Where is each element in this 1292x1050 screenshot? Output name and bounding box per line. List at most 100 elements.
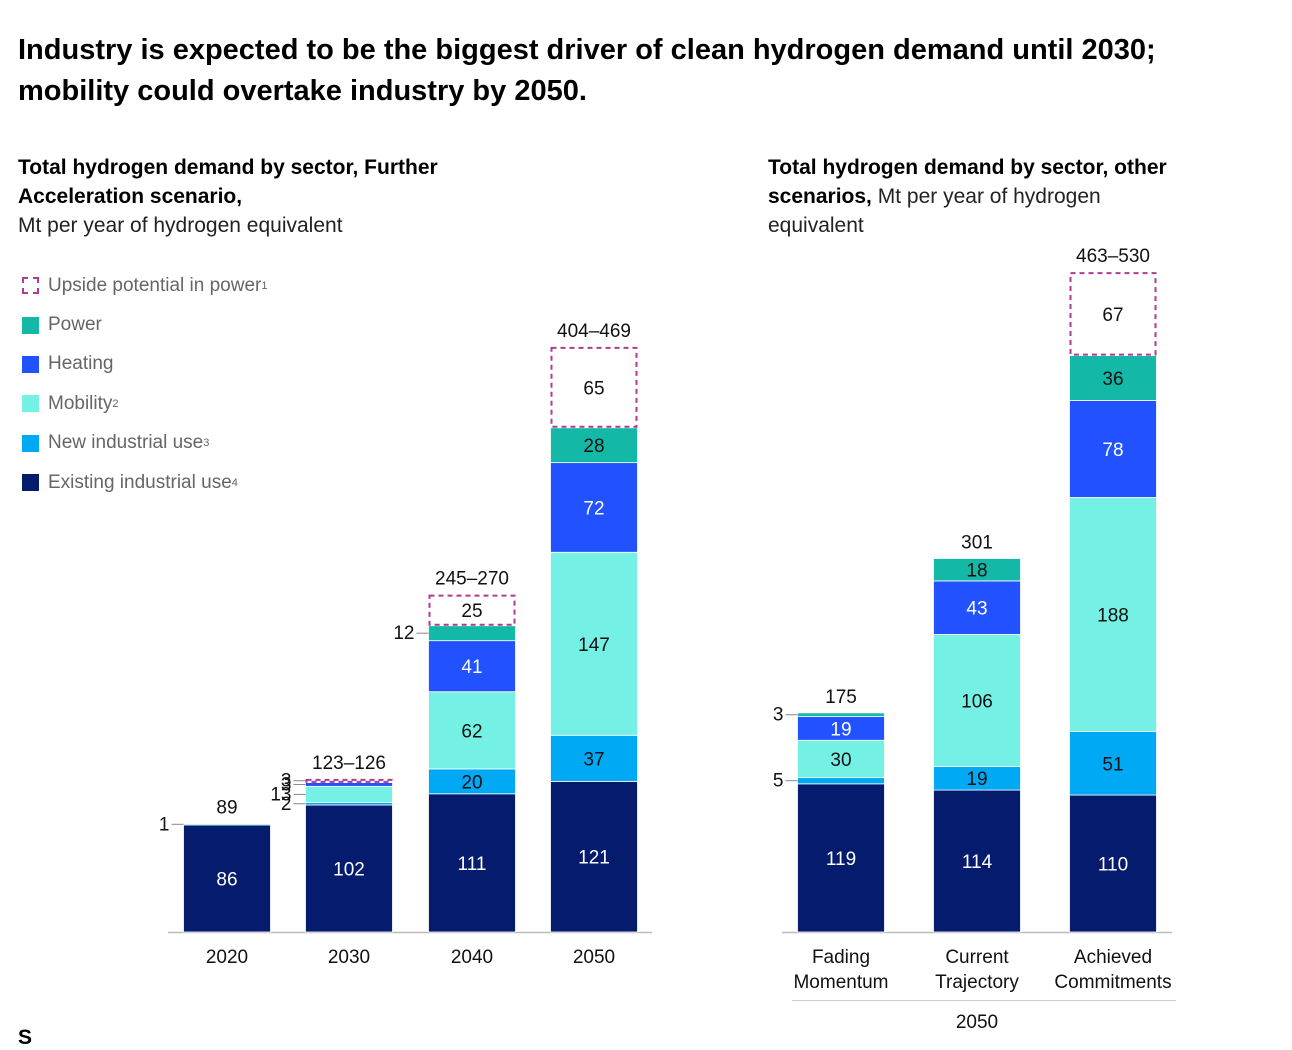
segment-value-label: 188 [1097, 606, 1129, 627]
legend-swatch [22, 277, 39, 295]
segment-value-label: 121 [578, 848, 610, 869]
legend-item-power: Power [22, 305, 267, 344]
bar-segment-new-industrial [797, 777, 885, 785]
segment-value-label: 18 [966, 561, 987, 582]
x-tick-label: Current [945, 947, 1009, 968]
bar-segment-existing-industrial [1069, 794, 1157, 933]
bar-segment-power [550, 427, 638, 464]
segment-value-label: 51 [1102, 754, 1123, 775]
bar-total-label: 301 [961, 533, 993, 554]
left-subtitle-bold: Total hydrogen demand by sector, Further… [18, 156, 438, 208]
bar-segment-mobility [1069, 497, 1157, 732]
segment-value-label: 36 [1102, 369, 1123, 390]
x-tick-label: 2020 [206, 947, 248, 968]
x-tick-label: 2030 [328, 947, 370, 968]
segment-value-label: 25 [461, 601, 482, 622]
segment-value-label: 119 [826, 849, 856, 870]
bar-segment-heating [550, 462, 638, 553]
legend-swatch [22, 355, 39, 373]
chart-title: Industry is expected to be the biggest d… [18, 34, 1156, 107]
bar-segment-new-industrial [1069, 731, 1157, 796]
bar-segment-heating [933, 580, 1021, 635]
bar-total-label: 123–126 [312, 753, 386, 774]
legend: Upside potential in power 1 Power Heating Mo… [22, 266, 267, 502]
bar-segment-existing-industrial [305, 804, 393, 933]
segment-value-label: 37 [583, 749, 604, 770]
bar-total-label: 89 [216, 798, 237, 819]
bar-total-label: 175 [825, 687, 857, 708]
x-tick-label: Trajectory [935, 972, 1019, 993]
bar-segment-upside [1069, 272, 1157, 356]
legend-footnote: 2 [112, 397, 119, 410]
legend-label: Heating [48, 353, 114, 375]
legend-label: Power [48, 314, 102, 336]
bar-segment-new-industrial [428, 768, 516, 795]
bar-segment-heating [428, 640, 516, 693]
group-label: 2050 [956, 1012, 998, 1033]
bar-segment-upside [305, 778, 393, 783]
bar-total-label: 463–530 [1076, 246, 1150, 267]
footer-source-partial: S [18, 1026, 33, 1049]
right-subtitle-bold: Total hydrogen demand by sector, other s… [768, 156, 1167, 208]
x-tick-label: Momentum [793, 972, 888, 993]
legend-swatch [22, 474, 39, 492]
bar-segment-heating [305, 782, 393, 787]
legend-label: Upside potential in power [48, 274, 262, 296]
segment-value-label: 110 [1098, 855, 1128, 876]
bar-segment-existing-industrial [428, 793, 516, 933]
bar-segment-mobility [797, 739, 885, 779]
bar-segment-mobility [933, 634, 1021, 767]
legend-item-mobility: Mobility 2 [22, 384, 267, 423]
segment-value-label: 3 [281, 771, 292, 792]
bar-segment-mobility [550, 551, 638, 736]
bar-segment-upside [550, 346, 638, 428]
right-chart-subtitle: Total hydrogen demand by sector, other s… [768, 153, 1188, 240]
segment-value-label: 12 [393, 623, 414, 644]
segment-value-label: 5 [773, 771, 784, 792]
x-tick-label: Commitments [1054, 972, 1171, 993]
bar-segment-mobility [183, 823, 271, 826]
segment-value-label: 147 [578, 635, 610, 656]
segment-value-label: 102 [333, 860, 365, 881]
legend-swatch [22, 434, 39, 452]
segment-value-label: 1 [159, 814, 170, 835]
bar-segment-mobility [305, 785, 393, 803]
bar-segment-existing-industrial [933, 789, 1021, 933]
bar-total-label: 245–270 [435, 569, 509, 590]
bar-segment-existing-industrial [183, 824, 271, 933]
segment-value-label: 65 [583, 378, 604, 399]
segment-value-label: 41 [461, 657, 482, 678]
x-tick-label: Achieved [1074, 947, 1152, 968]
legend-swatch [22, 395, 39, 413]
segment-value-label: 111 [458, 854, 487, 875]
legend-item-heating: Heating [22, 345, 267, 384]
x-tick-label: 2040 [451, 947, 493, 968]
segment-value-label: 13 [270, 784, 291, 805]
bar-segment-heating [1069, 399, 1157, 498]
segment-value-label: 86 [216, 869, 237, 890]
legend-label: Mobility [48, 392, 113, 414]
segment-value-label: 2 [281, 794, 292, 815]
segment-value-label: 43 [966, 599, 987, 620]
bar-segment-existing-industrial [550, 780, 638, 933]
segment-value-label: 78 [1102, 440, 1123, 461]
segment-value-label: 28 [583, 436, 604, 457]
legend-footnote: 3 [203, 437, 210, 450]
x-tick-label: Fading [812, 947, 870, 968]
bar-segment-power [428, 625, 516, 642]
segment-value-label: 3 [773, 705, 784, 726]
legend-item-upside: Upside potential in power 1 [22, 266, 267, 305]
legend-footnote: 1 [261, 279, 268, 292]
segment-value-label: 72 [583, 498, 604, 519]
segment-value-label: 20 [461, 772, 482, 793]
segment-value-label: 19 [966, 769, 987, 790]
legend-label: New industrial use [48, 432, 204, 454]
x-tick-label: 2050 [573, 947, 615, 968]
segment-value-label: 3 [281, 774, 292, 795]
bar-total-label: 404–469 [557, 321, 631, 342]
legend-label: Existing industrial use [48, 471, 232, 493]
bar-segment-upside [428, 594, 516, 626]
segment-value-label: 30 [830, 750, 851, 771]
bar-segment-new-industrial [550, 734, 638, 782]
